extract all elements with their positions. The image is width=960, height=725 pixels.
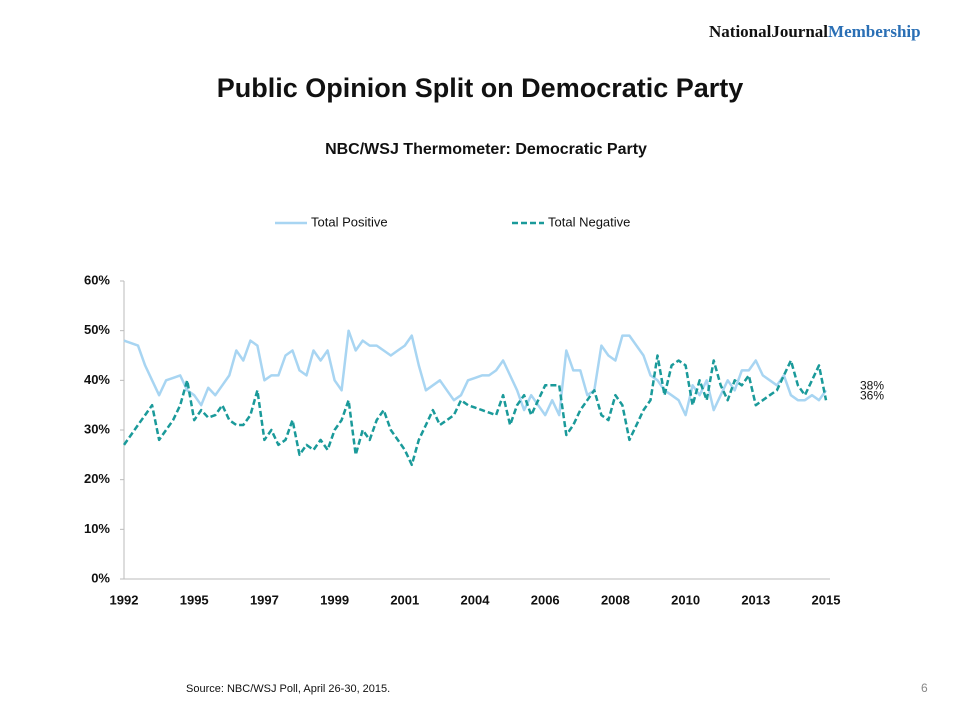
brand-suffix: Membership [828, 22, 921, 41]
y-tick-label: 30% [84, 421, 110, 436]
y-tick-label: 50% [84, 322, 110, 337]
x-tick-label: 2006 [531, 592, 560, 607]
x-tick-label: 1992 [110, 592, 139, 607]
chart-title: NBC/WSJ Thermometer: Democratic Party [325, 141, 647, 158]
x-tick-label: 1999 [320, 592, 349, 607]
line-series [123, 329, 828, 417]
x-tick-label: 2015 [812, 592, 841, 607]
x-tick-label: 2001 [390, 592, 419, 607]
line-series [122, 354, 828, 467]
value-label: 36% [860, 388, 884, 402]
y-tick-label: 0% [91, 570, 110, 585]
x-tick-label: 1995 [180, 592, 209, 607]
slide-title: Public Opinion Split on Democratic Party [217, 73, 744, 103]
value-label: 38% [860, 378, 884, 392]
x-tick-label: 2008 [601, 592, 630, 607]
x-tick-label: 1997 [250, 592, 279, 607]
x-tick-label: 2013 [741, 592, 770, 607]
legend-label: Total Negative [548, 214, 630, 229]
brand: NationalJournalMembership [709, 22, 921, 41]
x-tick-label: 2004 [461, 592, 491, 607]
y-tick-label: 60% [84, 272, 110, 287]
y-tick-label: 40% [84, 372, 110, 387]
legend-label: Total Positive [311, 214, 388, 229]
page-number: 6 [921, 681, 928, 695]
x-tick-label: 2010 [671, 592, 700, 607]
y-tick-label: 20% [84, 471, 110, 486]
y-tick-label: 10% [84, 521, 110, 536]
brand-name: NationalJournal [709, 22, 828, 41]
source: Source: NBC/WSJ Poll, April 26-30, 2015. [186, 683, 390, 695]
